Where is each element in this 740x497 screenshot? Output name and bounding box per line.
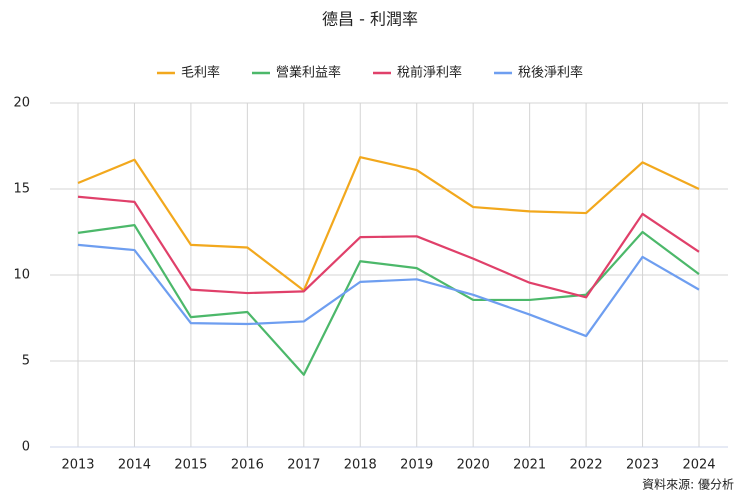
- series-line: [77, 195, 700, 299]
- x-tick-label: 2019: [400, 458, 433, 473]
- x-tick-label: 2024: [682, 458, 715, 473]
- y-tick-label: 15: [13, 182, 30, 197]
- y-tick-label: 10: [13, 268, 30, 283]
- y-tick-label: 5: [22, 354, 30, 369]
- series-line: [77, 224, 700, 376]
- x-tick-label: 2018: [344, 458, 377, 473]
- x-tick-label: 2023: [626, 458, 659, 473]
- legend-label: 毛利率: [181, 65, 220, 81]
- x-tick-label: 2014: [118, 458, 151, 473]
- x-tick-label: 2017: [287, 458, 320, 473]
- series-line: [77, 243, 700, 338]
- x-tick-label: 2015: [174, 458, 207, 473]
- series-line: [77, 156, 700, 292]
- x-tick-label: 2013: [61, 458, 94, 473]
- legend-label: 營業利益率: [276, 65, 341, 81]
- x-tick-label: 2022: [570, 458, 603, 473]
- chart-title: 德昌 - 利潤率: [322, 10, 418, 29]
- x-tick-label: 2021: [513, 458, 546, 473]
- x-tick-label: 2016: [231, 458, 264, 473]
- y-tick-label: 0: [22, 440, 30, 455]
- y-tick-label: 20: [13, 96, 30, 111]
- legend-label: 稅後淨利率: [518, 65, 583, 81]
- source-note: 資料來源: 優分析: [642, 478, 734, 492]
- legend-label: 稅前淨利率: [397, 65, 462, 81]
- x-tick-label: 2020: [457, 458, 490, 473]
